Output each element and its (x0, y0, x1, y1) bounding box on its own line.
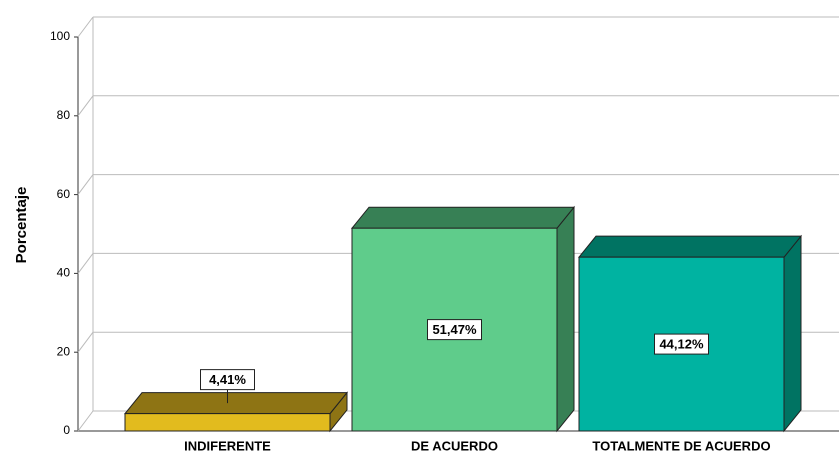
bar-top (123, 392, 349, 415)
y-tick-label: 0 (63, 423, 70, 437)
bar-side (556, 205, 575, 433)
y-axis-label: Porcentaje (13, 187, 30, 264)
value-label: 51,47% (432, 322, 477, 337)
y-tick-label: 100 (50, 29, 70, 43)
bar-top (350, 206, 576, 229)
y-tick-label: 20 (57, 344, 71, 358)
value-label-box (200, 369, 255, 391)
grid-line (77, 174, 94, 195)
bar-top (577, 235, 803, 258)
x-tick-label: DE ACUERDO (411, 438, 498, 453)
value-label-box (427, 319, 482, 341)
value-label: 44,12% (659, 337, 704, 352)
grid-line (77, 410, 94, 432)
grid-line (77, 16, 94, 38)
grid-line (77, 331, 94, 353)
grid-line (77, 95, 94, 117)
y-tick-label: 60 (57, 187, 71, 201)
y-tick-label: 80 (57, 108, 71, 122)
value-label-box (654, 333, 709, 355)
x-tick-label: TOTALMENTE DE ACUERDO (592, 438, 770, 453)
bar-side (783, 234, 802, 433)
x-tick-label: INDIFERENTE (184, 438, 271, 453)
y-tick-label: 40 (57, 266, 71, 280)
grid-line (77, 253, 94, 274)
bar (124, 413, 331, 432)
value-label: 4,41% (209, 372, 246, 387)
